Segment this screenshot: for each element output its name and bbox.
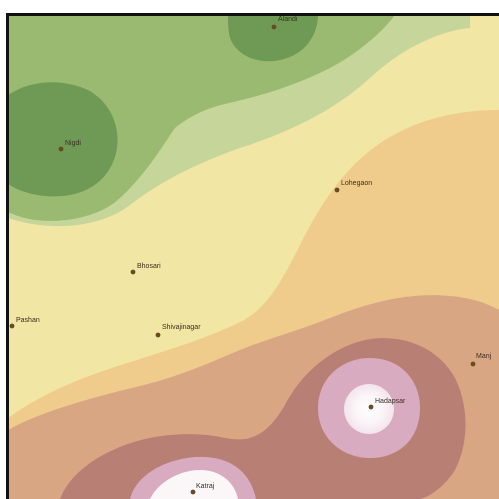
place-point-icon (470, 361, 476, 367)
place-katraj[interactable]: Katraj (190, 483, 215, 495)
zone-dark-green-alandi (228, 15, 318, 62)
place-label: Alandi (278, 16, 298, 23)
zone-white-katraj (150, 470, 238, 499)
place-label: Lohegaon (341, 180, 372, 187)
place-lohegaon[interactable]: Lohegaon (334, 180, 373, 193)
place-nigdi[interactable]: Nigdi (58, 140, 82, 152)
place-point-icon (155, 332, 161, 338)
zone-dark-green-nigdi (8, 82, 118, 197)
place-hadapsar[interactable]: Hadapsar (368, 398, 406, 410)
place-alandi[interactable]: Alandi (271, 16, 298, 30)
place-point-icon (130, 269, 136, 275)
place-point-icon (190, 489, 196, 495)
place-point-icon (334, 187, 340, 193)
place-markers: Alandi Nigdi Lohegaon Bhosari Pashan Shi… (9, 16, 492, 495)
place-point-icon (368, 404, 374, 410)
place-point-icon (9, 323, 15, 329)
place-point-icon (58, 146, 64, 152)
place-point-icon (271, 24, 277, 30)
place-manjri[interactable]: Manj (470, 353, 492, 367)
place-shivajinagar[interactable]: Shivajinagar (155, 324, 202, 338)
place-pashan[interactable]: Pashan (9, 317, 40, 329)
place-label: Nigdi (65, 140, 81, 147)
place-label: Shivajinagar (162, 324, 201, 331)
place-label: Bhosari (137, 263, 161, 270)
map-frame-left (6, 13, 9, 499)
place-label: Hadapsar (375, 398, 406, 405)
place-label: Katraj (196, 483, 215, 490)
contour-zones (8, 15, 499, 499)
zone-white-hadapsar (344, 384, 394, 434)
map-frame-top (6, 13, 499, 16)
place-bhosari[interactable]: Bhosari (130, 263, 162, 275)
place-label: Pashan (16, 317, 40, 324)
place-label: Manj (476, 353, 492, 360)
